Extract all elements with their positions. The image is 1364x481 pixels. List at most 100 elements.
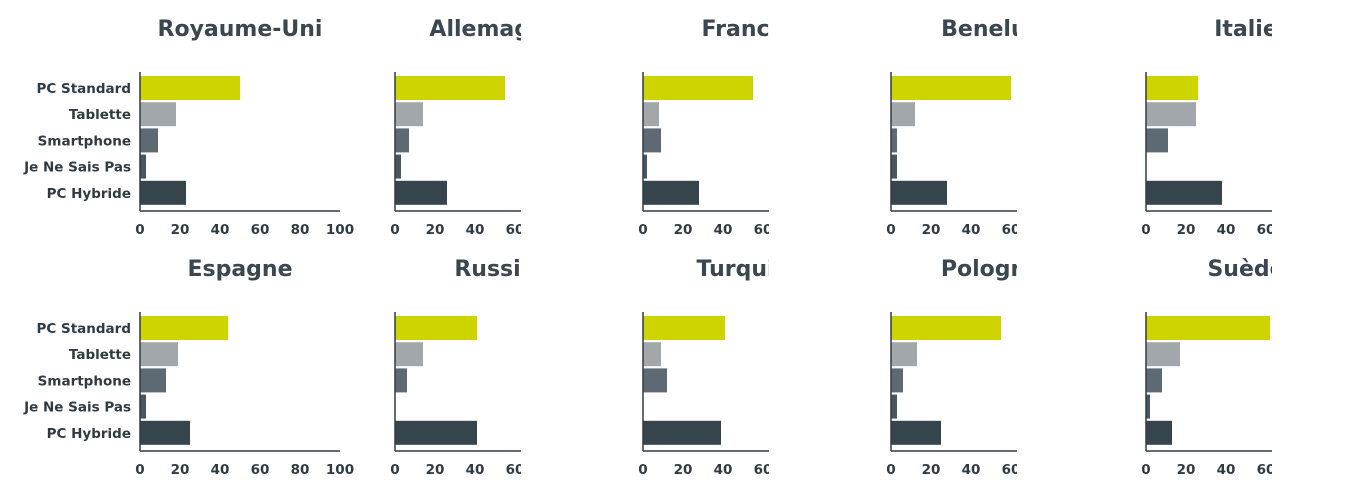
category-label: Je Ne Sais Pas bbox=[23, 400, 131, 416]
panel-title: Italie bbox=[1214, 17, 1272, 42]
x-tick-label: 20 bbox=[171, 222, 190, 238]
x-tick-label: 80 bbox=[291, 462, 310, 478]
x-tick-label: 40 bbox=[466, 462, 485, 478]
panel-title: Suède bbox=[1207, 257, 1272, 282]
x-tick-label: 40 bbox=[962, 222, 981, 238]
x-tick-label: 80 bbox=[291, 222, 310, 238]
panel-title: Russie bbox=[454, 257, 521, 282]
x-tick-label: 0 bbox=[135, 462, 144, 478]
x-tick-label: 40 bbox=[714, 222, 733, 238]
x-tick-label: 0 bbox=[886, 462, 895, 478]
bar bbox=[395, 180, 447, 205]
bar bbox=[1146, 342, 1180, 367]
panel-title: Allemagne bbox=[429, 17, 521, 42]
category-label: Smartphone bbox=[38, 373, 131, 389]
bar bbox=[643, 76, 753, 100]
bar-chart-svg: Pologne020406080100 bbox=[886, 257, 1017, 478]
x-tick-label: 60 bbox=[1257, 222, 1272, 238]
category-label: PC Standard bbox=[37, 321, 132, 337]
x-tick-label: 60 bbox=[1257, 462, 1272, 478]
x-tick-label: 0 bbox=[1141, 462, 1150, 478]
bar bbox=[140, 342, 178, 367]
bar bbox=[140, 128, 158, 153]
category-label: Tablette bbox=[69, 347, 131, 363]
x-tick-label: 100 bbox=[326, 222, 354, 238]
category-label: PC Hybride bbox=[47, 186, 131, 202]
bar bbox=[643, 102, 659, 127]
bar bbox=[140, 368, 166, 393]
panel-title: Royaume-Uni bbox=[158, 17, 323, 42]
x-tick-label: 20 bbox=[426, 222, 445, 238]
chart-panel: Allemagne 0 20 40 60 80 100 bbox=[261, 0, 521, 240]
bar bbox=[140, 316, 228, 340]
bar bbox=[643, 316, 725, 340]
x-tick-label: 20 bbox=[674, 462, 693, 478]
bar bbox=[891, 102, 915, 127]
bar bbox=[643, 128, 661, 153]
x-tick-label: 40 bbox=[211, 462, 230, 478]
bar bbox=[891, 316, 1001, 340]
chart-panel: Russie 0 20 40 60 80 100 bbox=[261, 240, 521, 480]
chart-panel: Italie020406080100 bbox=[1012, 0, 1272, 240]
x-tick-label: 60 bbox=[251, 222, 270, 238]
bar-chart-svg: Espagne PC Standard Tablette Smartphone Je N… bbox=[23, 257, 354, 478]
x-tick-label: 40 bbox=[962, 462, 981, 478]
bar bbox=[140, 180, 186, 205]
bar bbox=[643, 180, 699, 205]
bar bbox=[891, 368, 903, 393]
category-label: PC Standard bbox=[37, 81, 132, 97]
bar bbox=[395, 316, 477, 340]
bar bbox=[140, 76, 240, 100]
panel-title: Espagne bbox=[187, 257, 292, 282]
bar bbox=[140, 102, 176, 127]
bar bbox=[140, 420, 190, 445]
x-tick-label: 60 bbox=[754, 462, 769, 478]
bar bbox=[140, 394, 146, 419]
category-label: PC Hybride bbox=[47, 426, 131, 442]
bar bbox=[395, 128, 409, 153]
x-tick-label: 0 bbox=[886, 222, 895, 238]
x-tick-label: 40 bbox=[466, 222, 485, 238]
panel-title: France bbox=[702, 17, 769, 42]
category-label: Je Ne Sais Pas bbox=[23, 160, 131, 176]
x-tick-label: 0 bbox=[390, 462, 399, 478]
x-tick-label: 0 bbox=[638, 462, 647, 478]
x-tick-label: 60 bbox=[506, 222, 521, 238]
chart-panel: Royaume-Uni PC Standard Tablette Smartphone… bbox=[0, 0, 360, 240]
chart-panel: Pologne020406080100 bbox=[757, 240, 1017, 480]
x-tick-label: 40 bbox=[1217, 222, 1236, 238]
bar bbox=[1146, 102, 1196, 127]
x-tick-label: 0 bbox=[135, 222, 144, 238]
bar bbox=[1146, 128, 1168, 153]
x-tick-label: 20 bbox=[922, 462, 941, 478]
bar bbox=[395, 368, 407, 393]
x-tick-label: 20 bbox=[922, 222, 941, 238]
x-tick-label: 0 bbox=[638, 222, 647, 238]
chart-panel: Suède020406080100 bbox=[1012, 240, 1272, 480]
chart-panel: Espagne PC Standard Tablette Smartphone Je N… bbox=[0, 240, 360, 480]
bar-chart-svg: Allemagne020406080100 bbox=[390, 17, 521, 238]
bar bbox=[1146, 394, 1150, 419]
chart-panel: Benelux020406080100 bbox=[757, 0, 1017, 240]
x-tick-label: 20 bbox=[426, 462, 445, 478]
bar bbox=[1146, 368, 1162, 393]
x-tick-label: 100 bbox=[326, 462, 354, 478]
x-tick-label: 40 bbox=[1217, 462, 1236, 478]
bar bbox=[891, 180, 947, 205]
bar bbox=[891, 342, 917, 367]
bar bbox=[1146, 316, 1270, 340]
bar-chart-svg: France020406080100 bbox=[638, 17, 769, 238]
bar bbox=[643, 368, 667, 393]
bar bbox=[1146, 420, 1172, 445]
bar-chart-svg: Turquie020406080100 bbox=[638, 257, 769, 478]
panel-title: Pologne bbox=[941, 257, 1017, 282]
bar bbox=[140, 154, 146, 179]
bar bbox=[395, 420, 477, 445]
x-tick-label: 20 bbox=[1177, 462, 1196, 478]
bar bbox=[643, 154, 647, 179]
bar bbox=[891, 154, 897, 179]
bar-chart-svg: Russie020406080100 bbox=[390, 257, 521, 478]
bar bbox=[643, 420, 721, 445]
bar bbox=[1146, 180, 1222, 205]
